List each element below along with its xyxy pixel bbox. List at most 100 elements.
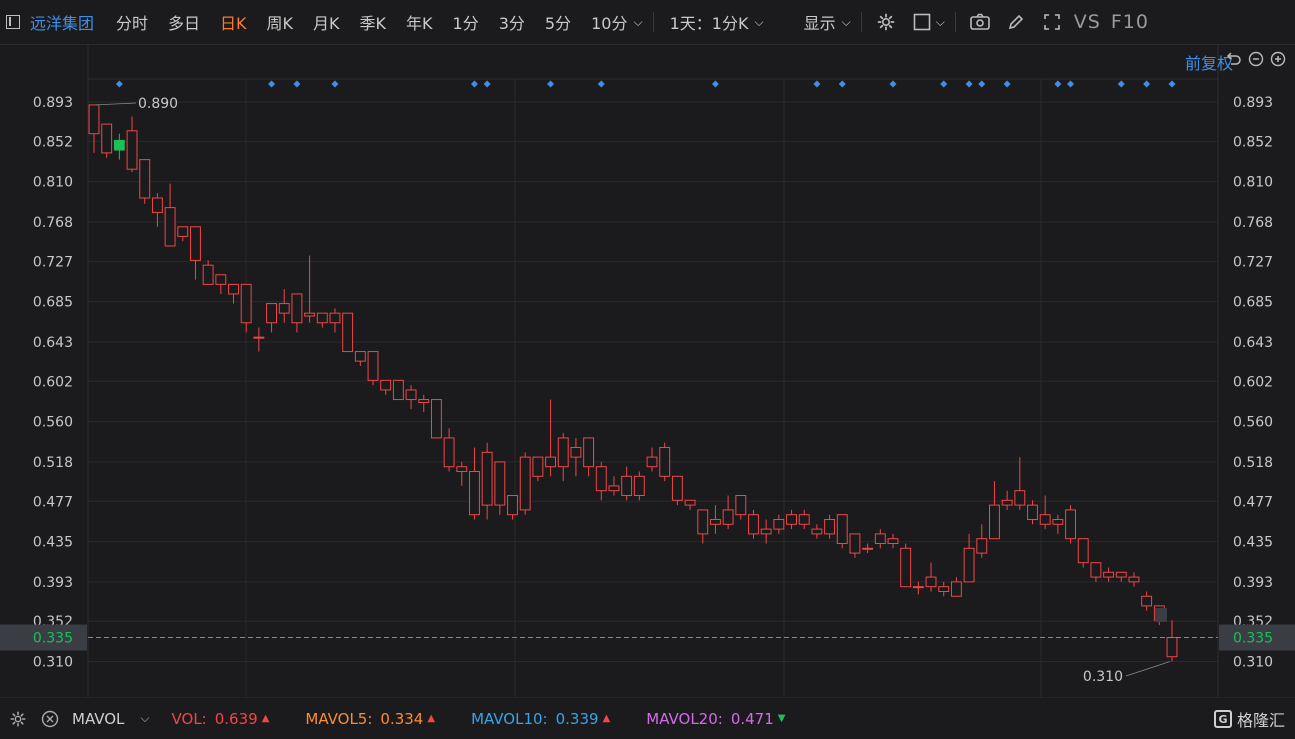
candle-body [786,514,797,525]
event-marker [978,80,986,88]
divider [860,12,862,32]
candle-body [887,538,899,544]
candle-body [836,514,848,544]
reset-icon[interactable] [1225,50,1243,68]
tab-8[interactable]: 3分 [498,14,525,33]
y-tick-label-right: 0.685 [1233,295,1273,311]
candle-body [595,466,607,492]
event-marker [547,80,555,88]
candle-body [190,226,201,261]
candle-body [989,504,1000,540]
mavol10-value: 0.339 [555,709,599,728]
candle-body [722,509,734,525]
candle-body [684,499,696,506]
candle-body [621,475,633,497]
f10-button[interactable]: F10 [1110,11,1149,33]
event-marker [331,80,339,88]
camera-icon[interactable] [969,11,991,33]
chevron-down-icon[interactable]: ⌵ [841,14,851,29]
y-tick-label-right: 0.643 [1233,335,1273,351]
candle-body [862,547,874,550]
y-tick-label-left: 0.393 [33,575,73,591]
indicator-name[interactable]: MAVOL [72,709,125,728]
candle-body [1115,571,1127,578]
candle-body [354,351,366,362]
tab-0[interactable]: 分时 [116,14,149,33]
fullscreen-icon[interactable] [1041,11,1063,33]
chevron-down-icon[interactable]: ⌵ [140,711,150,725]
mavol5-value: 0.334 [380,709,424,728]
candle-body [380,379,392,391]
adjust-mode-dropdown[interactable]: 前复权 [1184,54,1233,73]
y-tick-label-right: 0.435 [1233,535,1273,551]
current-price-label-left: 0.335 [33,631,73,647]
close-icon[interactable] [40,709,60,729]
tab-3[interactable]: 周K [266,14,294,33]
up-arrow-icon: ▲ [261,713,270,724]
tab-2[interactable]: 日K [220,14,247,33]
candle-body [1077,538,1089,564]
candle-body [316,312,328,324]
event-marker [711,80,719,88]
zoom-out-icon[interactable] [1247,50,1265,68]
tab-10[interactable]: 10分 [591,14,628,33]
y-tick-label-left: 0.727 [33,254,73,270]
candle-body [126,130,138,170]
stock-name[interactable]: 远洋集团 [30,14,95,33]
gear-icon[interactable] [8,709,28,729]
candle-body [481,451,493,506]
display-dropdown[interactable]: 显示 [803,14,836,33]
gear-icon[interactable] [875,11,897,33]
chart-controls [1225,50,1287,68]
pencil-icon[interactable] [1005,11,1027,33]
tab-7[interactable]: 1分 [452,14,479,33]
candle-body [1052,518,1064,525]
watermark-logo: G 格隆汇 [1213,707,1285,731]
tab-6[interactable]: 年K [406,14,433,33]
divider [652,12,654,32]
event-marker [940,80,948,88]
tab-1[interactable]: 多日 [168,14,201,33]
event-marker [889,80,897,88]
y-tick-label-right: 0.310 [1233,655,1273,671]
logo-icon: G [1213,710,1232,728]
candle-body [811,528,823,535]
event-marker [1168,80,1176,88]
sidebar-toggle-icon[interactable] [6,15,20,29]
chevron-down-icon[interactable]: ⌵ [935,14,945,29]
chevron-down-icon[interactable]: ⌵ [754,14,764,29]
y-tick-label-right: 0.602 [1233,374,1273,390]
event-marker [1143,80,1151,88]
tab-9[interactable]: 5分 [544,14,572,33]
event-marker [1117,80,1125,88]
candle-body [1001,499,1013,506]
candle-body [1014,490,1026,506]
candle-body [139,159,151,199]
candle-body [963,547,975,583]
chevron-down-icon[interactable]: ⌵ [633,14,643,29]
tab-4[interactable]: 月K [313,14,340,33]
event-marker [838,80,846,88]
candle-body [418,399,430,403]
candle-body [1039,514,1051,525]
candle-body [608,485,620,492]
mavol20-readout: MAVOL20: 0.471 ▼ [646,710,785,728]
candle-body [164,207,176,247]
layout-square-icon[interactable] [911,11,933,33]
candle-body [456,466,468,473]
candle-body [1103,571,1115,578]
tab-5[interactable]: 季K [359,14,387,33]
zoom-in-icon[interactable] [1269,50,1287,68]
plot-area [87,78,1219,699]
candle-body [367,351,379,381]
y-tick-label-right: 0.893 [1233,95,1273,111]
candle-body [583,437,595,468]
event-marker [293,80,301,88]
candle-body [1128,576,1140,583]
candle-body [101,123,113,154]
period-selector[interactable]: 1天：1分K [669,14,749,33]
up-arrow-icon: ▲ [602,713,611,724]
candle-body [570,447,582,458]
vs-button[interactable]: VS [1073,11,1101,33]
